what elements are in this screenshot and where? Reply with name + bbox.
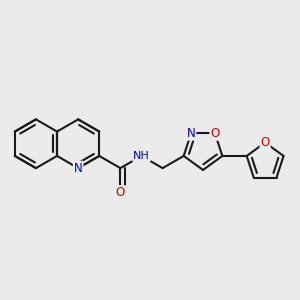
Text: O: O <box>116 186 125 199</box>
Text: O: O <box>260 136 270 149</box>
Text: N: N <box>187 127 196 140</box>
Text: N: N <box>74 162 82 175</box>
Text: NH: NH <box>133 151 150 161</box>
Text: O: O <box>210 127 220 140</box>
